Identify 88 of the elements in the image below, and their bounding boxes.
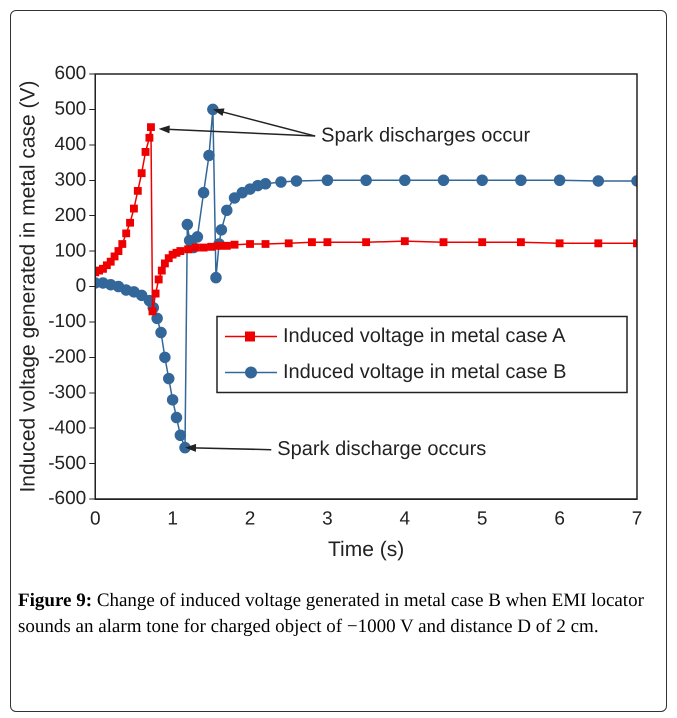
point <box>158 266 166 274</box>
point <box>192 244 200 252</box>
legend-label: Induced voltage in metal case A <box>283 325 566 348</box>
x-tick-label: 5 <box>476 508 488 530</box>
annotation: Spark discharge occurs <box>277 438 486 460</box>
point <box>136 290 148 302</box>
legend-label: Induced voltage in metal case B <box>283 361 567 384</box>
y-tick-label: 300 <box>54 169 86 190</box>
x-tick-label: 2 <box>244 508 256 530</box>
point <box>216 224 228 236</box>
point <box>155 326 167 338</box>
point <box>275 176 287 188</box>
point <box>308 238 316 246</box>
point <box>515 174 527 186</box>
point <box>290 175 302 187</box>
y-tick-label: 600 <box>54 63 86 84</box>
point <box>122 229 130 238</box>
point <box>323 238 332 246</box>
y-tick-label: -300 <box>48 382 86 403</box>
point <box>210 272 222 284</box>
point <box>151 312 163 324</box>
point <box>200 244 208 252</box>
point <box>556 239 564 248</box>
y-tick-label: -600 <box>48 488 86 510</box>
point <box>246 240 254 248</box>
point <box>147 123 155 132</box>
x-tick-label: 6 <box>554 508 565 530</box>
x-axis-title: Time (s) <box>328 538 404 562</box>
point <box>148 307 156 316</box>
y-tick-label: -200 <box>48 346 86 368</box>
point <box>114 247 122 256</box>
point <box>322 174 334 186</box>
point <box>126 218 134 227</box>
point <box>400 237 409 246</box>
point <box>198 186 210 198</box>
point <box>163 372 175 384</box>
point <box>145 134 154 142</box>
point <box>130 204 138 213</box>
point <box>182 218 194 230</box>
point <box>594 239 602 248</box>
point <box>142 148 150 156</box>
point <box>399 174 411 186</box>
point <box>138 169 146 178</box>
point <box>476 174 488 186</box>
x-tick-label: 3 <box>322 508 333 530</box>
point <box>176 247 184 256</box>
y-tick-label: 100 <box>54 240 86 262</box>
x-tick-label: 0 <box>90 508 101 530</box>
point <box>262 240 270 248</box>
y-axis-title: Induced voltage generated in metal case (V) <box>16 80 40 493</box>
point <box>478 238 486 246</box>
y-tick-label: -500 <box>48 452 86 474</box>
point <box>159 352 171 364</box>
point <box>440 238 448 246</box>
y-tick-label: -100 <box>48 311 86 332</box>
point <box>207 242 216 251</box>
point <box>228 192 240 204</box>
point <box>174 430 186 441</box>
point <box>438 174 450 186</box>
y-tick-label: -400 <box>48 417 86 438</box>
point <box>222 242 231 250</box>
point <box>592 175 604 187</box>
point <box>184 245 192 254</box>
point <box>516 238 525 246</box>
point <box>118 240 126 248</box>
point <box>260 178 272 190</box>
point <box>166 394 178 406</box>
point <box>192 231 204 243</box>
x-tick-label: 4 <box>400 508 411 530</box>
point <box>362 238 370 246</box>
point <box>284 239 293 248</box>
point <box>230 240 238 249</box>
point <box>554 174 566 186</box>
point <box>221 204 233 216</box>
point <box>360 174 372 186</box>
x-tick-label: 1 <box>167 508 178 530</box>
y-tick-label: 0 <box>76 276 86 297</box>
y-tick-label: 200 <box>54 204 86 226</box>
x-tick-label: 7 <box>632 508 642 530</box>
annotation: Spark discharges occur <box>321 124 530 147</box>
caption: Figure 9: Change of induced voltage generated in metal case B when EMI locator sounds an alarm tone for charged object of −1000 V and distance D of 2 cm. <box>18 589 645 639</box>
point <box>170 412 182 424</box>
point <box>154 275 163 284</box>
point <box>152 290 160 298</box>
y-tick-label: 400 <box>54 134 86 156</box>
y-tick-label: 500 <box>54 98 86 120</box>
point <box>134 186 142 195</box>
point <box>203 150 215 162</box>
